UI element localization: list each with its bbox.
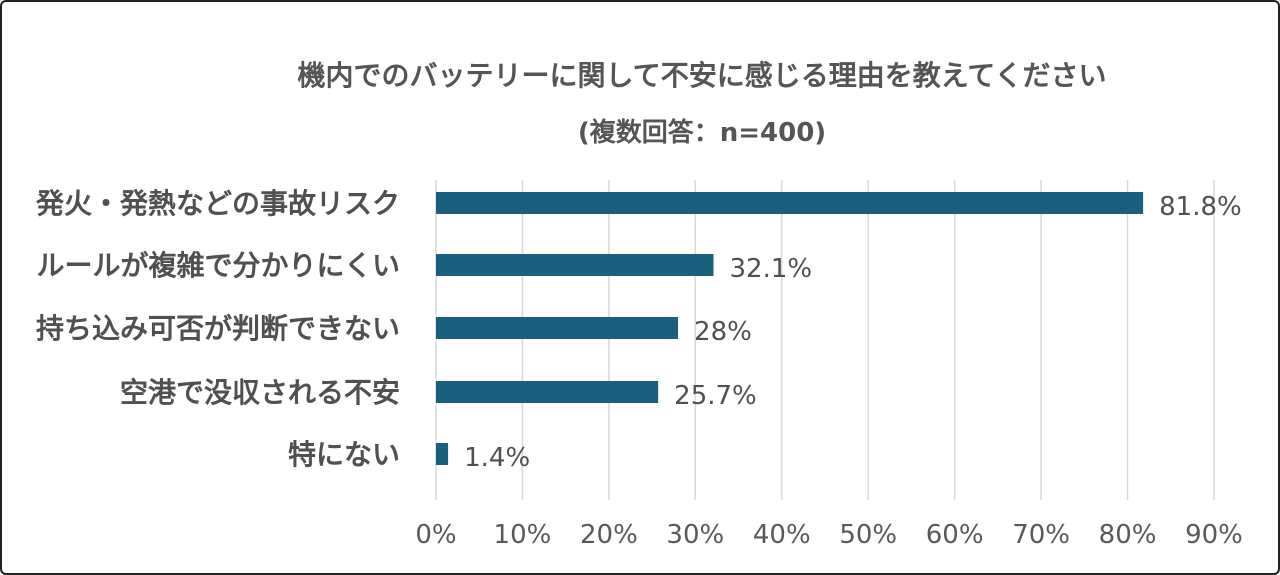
data-label: 28%	[694, 317, 752, 347]
x-tick-label: 60%	[926, 520, 984, 550]
x-tick-label: 0%	[415, 520, 456, 550]
bar	[436, 443, 449, 465]
chart-title: 機内でのバッテリーに関して不安に感じる理由を教えてください	[297, 59, 1107, 92]
category-label: 空港で没収される不安	[120, 376, 400, 409]
x-tick-label: 90%	[1185, 520, 1243, 550]
bar	[436, 317, 679, 339]
bar	[436, 254, 714, 276]
data-label: 1.4%	[464, 443, 530, 473]
category-label: 発火・発熱などの事故リスク	[35, 187, 400, 220]
x-tick-label: 20%	[580, 520, 638, 550]
bar	[436, 192, 1144, 214]
data-label: 32.1%	[729, 254, 812, 284]
x-tick-label: 70%	[1012, 520, 1070, 550]
x-tick-label: 30%	[666, 520, 724, 550]
category-label: ルールが複雑で分かりにくい	[37, 249, 400, 282]
data-label: 81.8%	[1159, 192, 1242, 222]
x-tick-label: 80%	[1099, 520, 1157, 550]
x-tick-label: 10%	[494, 520, 552, 550]
x-tick-label: 40%	[753, 520, 811, 550]
category-label: 特にない	[288, 438, 400, 471]
category-label: 持ち込み可否が判断できない	[36, 312, 400, 345]
chart-subtitle: (複数回答：n=400)	[577, 118, 827, 148]
bar	[436, 381, 659, 403]
data-label: 25.7%	[674, 381, 757, 411]
x-tick-label: 50%	[839, 520, 897, 550]
